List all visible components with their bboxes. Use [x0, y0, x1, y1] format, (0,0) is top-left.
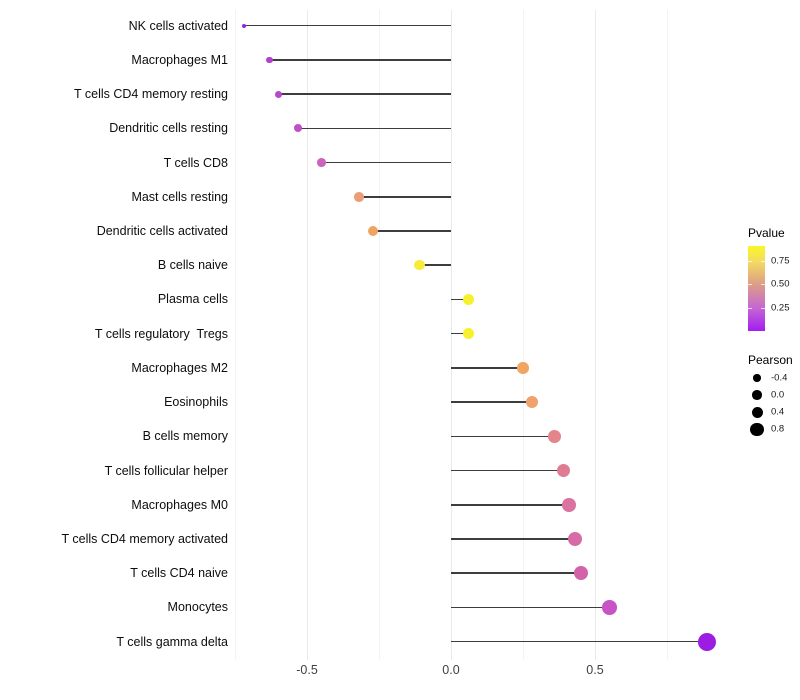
category-label: Dendritic cells resting — [109, 121, 228, 136]
category-label: T cells CD4 memory resting — [74, 87, 228, 102]
pearson-legend-label: 0.8 — [771, 423, 785, 435]
pearson-legend-label: 0.4 — [771, 406, 785, 418]
lollipop-dot — [414, 260, 425, 271]
colorbar-tick — [748, 308, 752, 310]
x-tick-label: 0.0 — [442, 663, 460, 677]
pearson-legend-dot — [750, 422, 764, 436]
lollipop-dot — [698, 632, 717, 651]
lollipop-stem — [451, 298, 469, 301]
minor-gridline — [379, 10, 380, 660]
lollipop-dot — [462, 328, 474, 340]
lollipop-dot — [241, 23, 246, 28]
x-tick-label: -0.5 — [296, 663, 318, 677]
lollipop-dot — [556, 463, 570, 478]
lollipop-stem — [451, 538, 575, 540]
lollipop-dot — [317, 158, 326, 167]
lollipop-stem — [451, 572, 581, 574]
category-label: Dendritic cells activated — [96, 224, 228, 239]
pearson-legend-dot — [751, 406, 763, 418]
lollipop-stem — [278, 93, 451, 95]
pvalue-tick-label: 0.75 — [771, 255, 790, 267]
lollipop-stem — [321, 161, 451, 164]
lollipop-stem — [451, 469, 564, 472]
lollipop-dot — [517, 362, 529, 374]
category-label: T cells CD4 memory activated — [61, 532, 229, 546]
category-label: Monocytes — [167, 600, 228, 615]
lollipop-stem — [451, 504, 570, 506]
category-label: Macrophages M0 — [131, 497, 228, 512]
category-label: Plasma cells — [157, 292, 228, 307]
lollipop-dot — [602, 600, 617, 615]
lollipop-stem — [451, 401, 532, 403]
x-tick-label: 0.5 — [586, 663, 604, 677]
lollipop-dot — [266, 56, 273, 64]
lollipop-stem — [451, 640, 708, 643]
colorbar-tick — [748, 261, 752, 263]
pearson-legend-label: -0.4 — [771, 372, 788, 384]
minor-gridline — [235, 10, 236, 660]
colorbar-tick — [761, 261, 765, 263]
pearson-legend-dot — [753, 374, 761, 382]
category-label: Eosinophils — [164, 395, 228, 410]
pvalue-tick-label: 0.50 — [771, 278, 790, 290]
category-label: T cells CD8 — [163, 155, 228, 170]
lollipop-dot — [462, 293, 474, 305]
lollipop-dot — [562, 497, 576, 512]
category-label: T cells regulatory Tregs — [94, 326, 228, 341]
lollipop-stem — [243, 24, 451, 27]
pvalue-colorbar — [748, 246, 765, 331]
pvalue-tick-label: 0.25 — [771, 302, 790, 314]
category-label: B cells naive — [157, 258, 228, 273]
lollipop-stem — [298, 127, 451, 130]
lollipop-stem — [451, 332, 469, 335]
lollipop-stem — [419, 264, 451, 266]
minor-gridline — [667, 10, 668, 660]
lollipop-stem — [373, 230, 451, 232]
category-label: T cells gamma delta — [116, 634, 228, 649]
lollipop-stem — [451, 606, 610, 609]
lollipop-dot — [294, 124, 303, 133]
pearson-legend-dot — [752, 390, 762, 400]
pvalue-legend-title: Pvalue — [748, 226, 785, 240]
category-label: Macrophages M2 — [131, 360, 228, 375]
lollipop-dot — [525, 396, 538, 409]
category-label: T cells follicular helper — [104, 463, 228, 478]
pearson-legend-title: Pearson — [748, 353, 793, 367]
colorbar-tick — [748, 284, 752, 286]
category-label: NK cells activated — [128, 18, 228, 33]
lollipop-dot — [368, 226, 379, 237]
minor-gridline — [523, 10, 524, 660]
lollipop-stem — [451, 367, 523, 369]
lollipop-stem — [269, 59, 451, 61]
major-gridline — [451, 10, 452, 660]
pearson-legend-label: 0.0 — [771, 389, 785, 401]
category-label: Macrophages M1 — [131, 52, 228, 67]
colorbar-tick — [761, 284, 765, 286]
colorbar-tick — [761, 308, 765, 310]
lollipop-dot — [548, 429, 562, 443]
lollipop-dot — [274, 90, 282, 98]
lollipop-dot — [567, 532, 582, 546]
lollipop-stem — [358, 196, 451, 198]
lollipop-stem — [451, 435, 555, 438]
lollipop-dot — [354, 192, 364, 202]
category-label: T cells CD4 naive — [130, 566, 228, 581]
major-gridline — [307, 10, 308, 660]
category-label: B cells memory — [142, 429, 228, 444]
lollipop-dot — [573, 566, 588, 581]
category-label: Mast cells resting — [131, 189, 228, 204]
major-gridline — [595, 10, 596, 660]
